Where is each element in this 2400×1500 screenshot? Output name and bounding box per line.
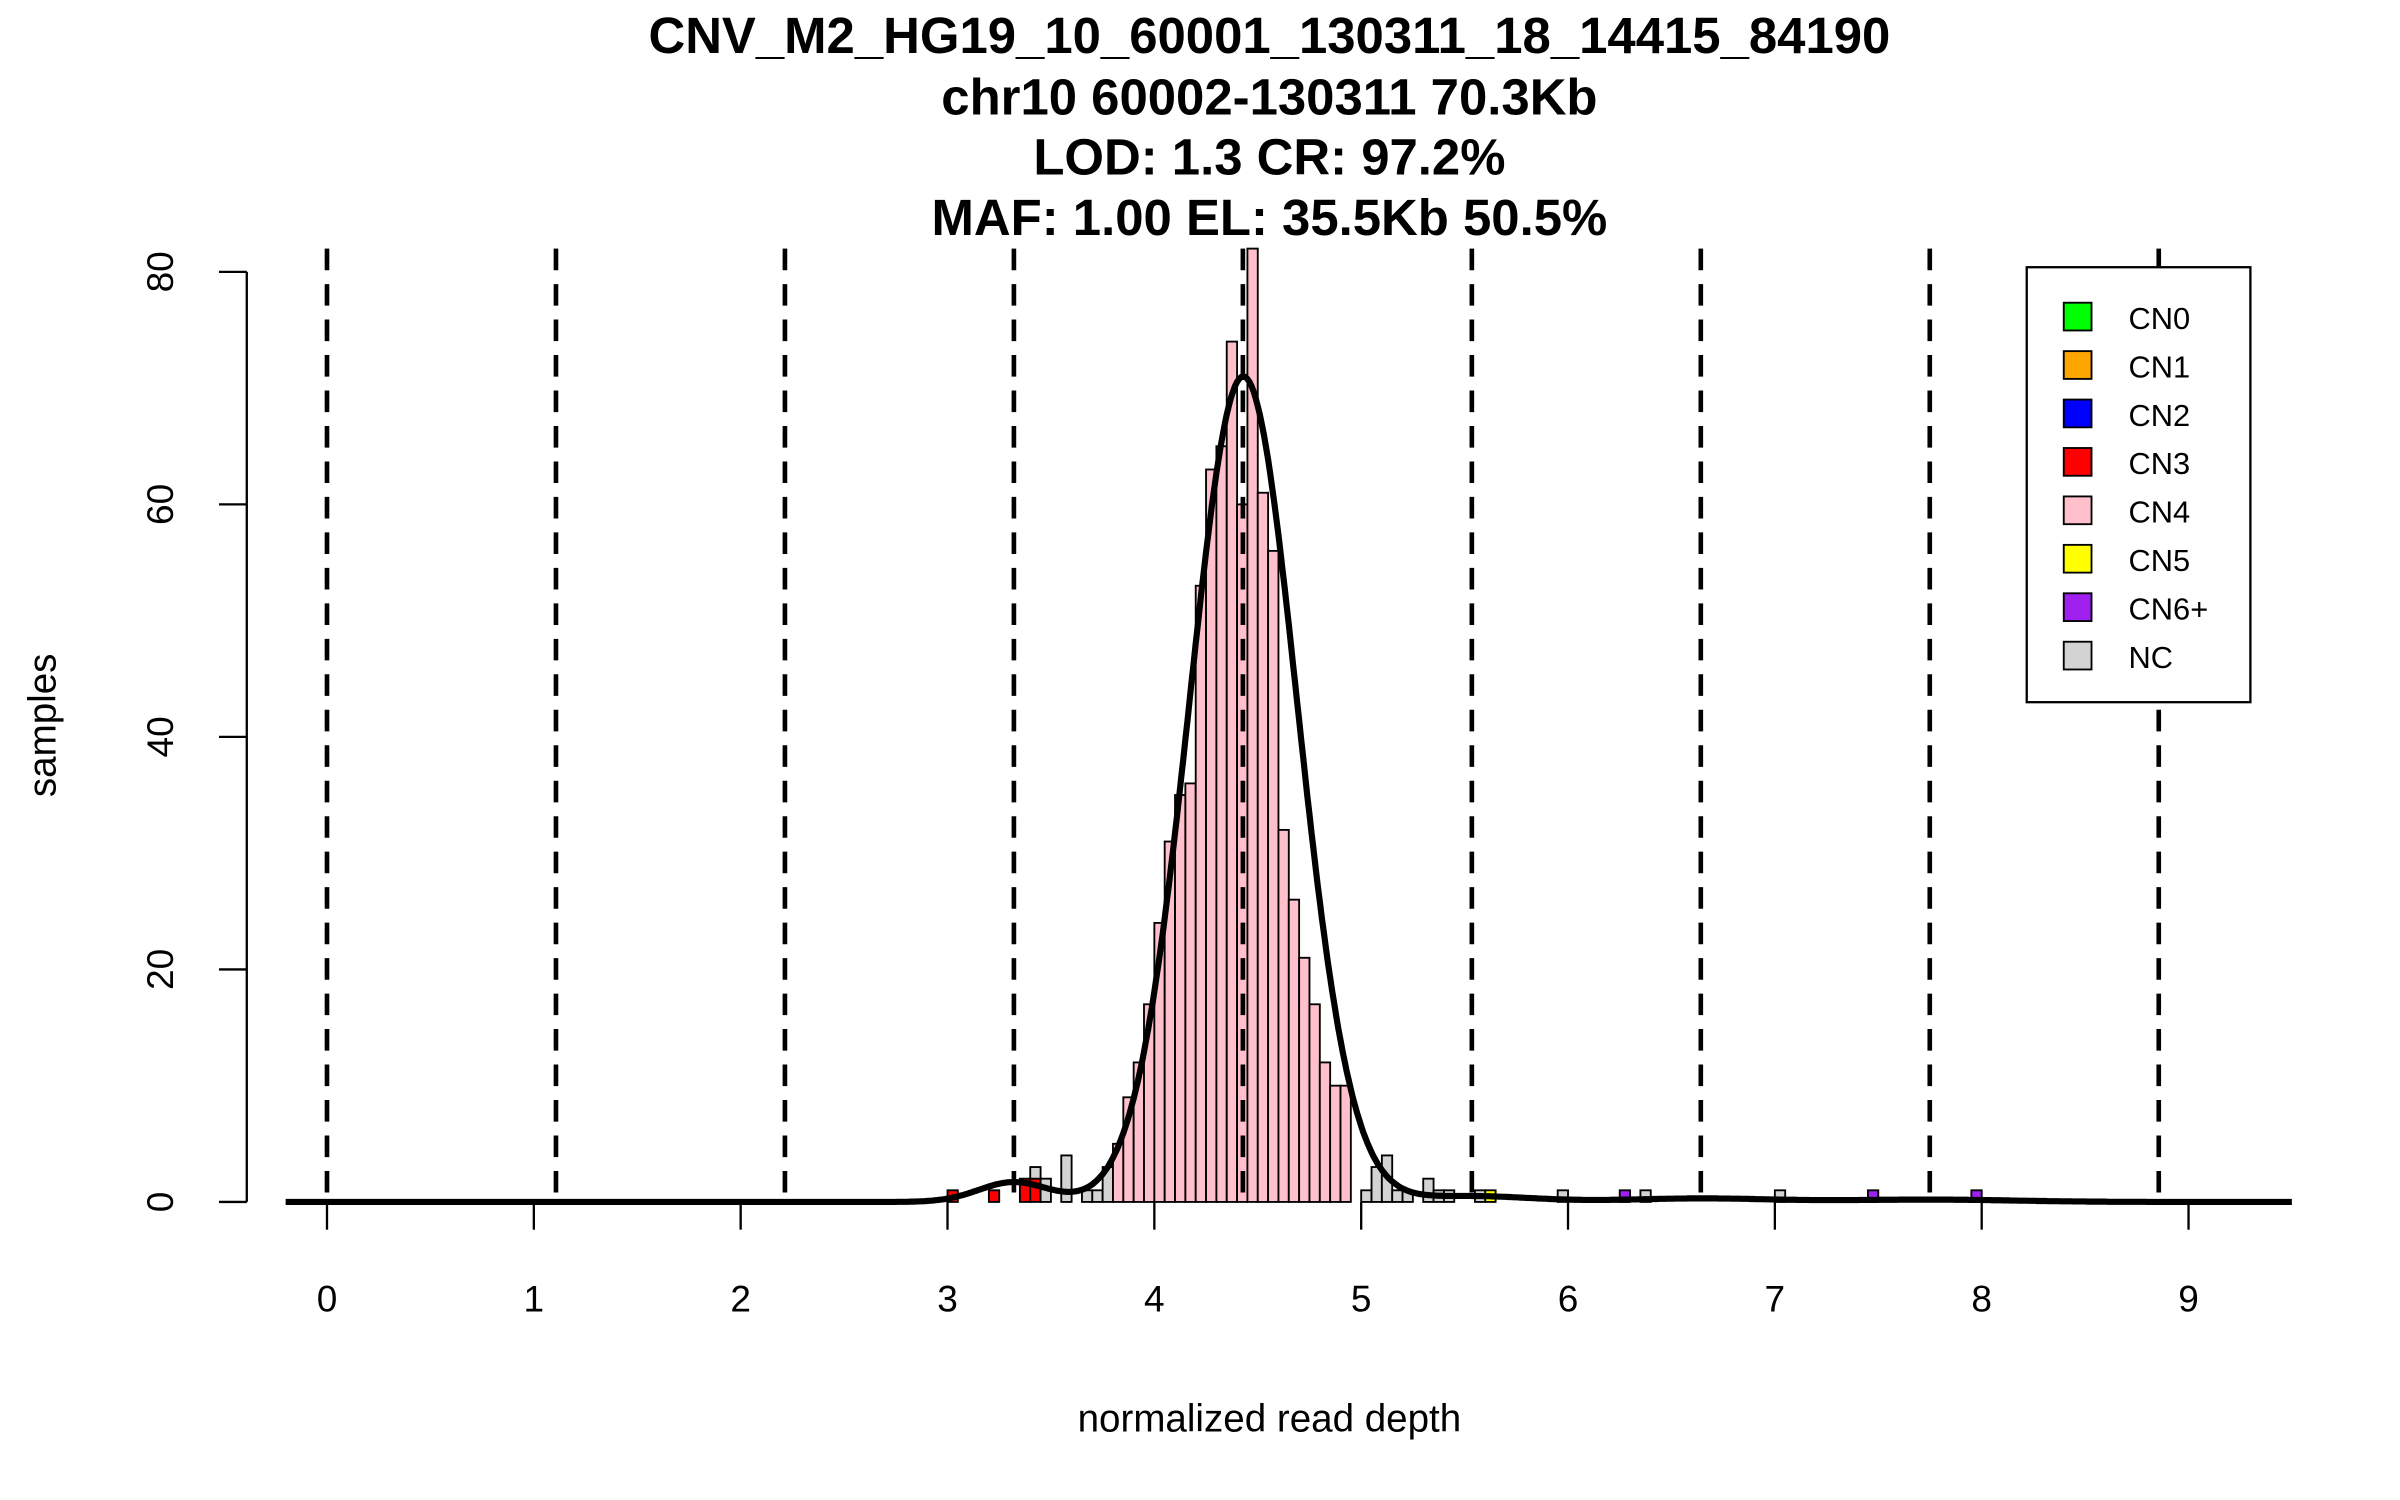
legend: CN0 CN1 CN2 CN3 CN4 CN5 CN6+ NC xyxy=(2025,266,2252,704)
bar-nc xyxy=(1029,1166,1042,1180)
legend-swatch xyxy=(2062,301,2093,332)
legend-label: CN3 xyxy=(2129,446,2191,481)
bar-cn3 xyxy=(987,1189,1001,1203)
bar-nc xyxy=(1060,1154,1073,1203)
title-line-1: CNV_M2_HG19_10_60001_130311_18_14415_841… xyxy=(648,7,1890,64)
legend-item-cn3: CN3 xyxy=(2062,446,2191,481)
legend-item-cn1: CN1 xyxy=(2062,349,2191,384)
histogram-bars xyxy=(946,247,1983,1203)
bar-cn4 xyxy=(1298,956,1311,1203)
x-axis-label: normalized read depth xyxy=(1078,1398,1462,1441)
legend-item-cn6plus: CN6+ xyxy=(2062,592,2209,627)
title-line-2: chr10 60002-130311 70.3Kb xyxy=(941,69,1597,126)
bar-cn4 xyxy=(1329,1084,1342,1203)
legend-label: CN4 xyxy=(2129,495,2191,530)
y-axis: 0 20 40 60 80 xyxy=(139,251,248,1213)
y-tick-label: 80 xyxy=(139,251,181,292)
legend-swatch xyxy=(2062,350,2093,380)
bar-cn4 xyxy=(1205,468,1218,1203)
x-tick-label: 1 xyxy=(524,1277,545,1319)
x-tick-label: 9 xyxy=(2178,1277,2199,1319)
y-tick-label: 0 xyxy=(139,1192,181,1213)
legend-swatch xyxy=(2062,640,2093,671)
title-line-3: LOD: 1.3 CR: 97.2% xyxy=(1033,129,1505,186)
bar-cn4 xyxy=(1277,828,1290,1203)
bar-nc xyxy=(1391,1189,1404,1203)
legend-swatch xyxy=(2062,447,2093,477)
bar-cn4 xyxy=(1267,549,1280,1203)
copy-number-lines xyxy=(324,248,2162,1202)
legend-item-cn2: CN2 xyxy=(2062,398,2191,433)
legend-item-cn4: CN4 xyxy=(2062,495,2191,530)
x-axis: 0 1 2 3 4 5 6 7 8 9 xyxy=(317,1201,2199,1319)
bar-cn4 xyxy=(1225,340,1239,1203)
bar-cn4 xyxy=(1287,898,1301,1203)
bar-cn4 xyxy=(1215,445,1228,1203)
x-tick-label: 7 xyxy=(1765,1277,1786,1319)
bar-cn4 xyxy=(1194,584,1207,1203)
x-tick-label: 3 xyxy=(937,1277,958,1319)
y-tick-label: 60 xyxy=(139,484,181,525)
bar-cn4 xyxy=(1174,794,1187,1203)
x-tick-label: 4 xyxy=(1144,1277,1165,1319)
title-line-4: MAF: 1.00 EL: 35.5Kb 50.5% xyxy=(932,189,1608,246)
bar-nc xyxy=(1422,1177,1435,1203)
y-tick-label: 20 xyxy=(139,949,181,990)
legend-swatch xyxy=(2062,398,2093,429)
chart-title: CNV_M2_HG19_10_60001_130311_18_14415_841… xyxy=(648,7,1890,246)
legend-item-cn5: CN5 xyxy=(2062,543,2191,578)
legend-item-cn0: CN0 xyxy=(2062,301,2191,336)
legend-label: CN2 xyxy=(2129,398,2191,433)
x-tick-label: 6 xyxy=(1558,1277,1579,1319)
legend-label: CN6+ xyxy=(2129,592,2209,627)
legend-swatch xyxy=(2062,592,2093,622)
bar-cn4 xyxy=(1339,1084,1352,1203)
x-tick-label: 2 xyxy=(730,1277,751,1319)
legend-label: CN0 xyxy=(2129,301,2191,336)
density-curve xyxy=(285,373,2292,1206)
legend-item-nc: NC xyxy=(2062,640,2174,675)
legend-swatch xyxy=(2062,543,2093,574)
bar-nc xyxy=(1360,1189,1373,1203)
legend-label: CN5 xyxy=(2129,543,2191,578)
bar-cn4 xyxy=(1256,491,1270,1203)
bar-nc xyxy=(1091,1189,1104,1203)
legend-swatch xyxy=(2062,495,2093,526)
bar-cn4 xyxy=(1184,782,1197,1203)
x-tick-label: 0 xyxy=(317,1277,338,1319)
y-axis-label: samples xyxy=(22,654,65,798)
x-tick-label: 8 xyxy=(1971,1277,1992,1319)
legend-label: CN1 xyxy=(2129,349,2191,384)
legend-label: NC xyxy=(2129,640,2174,675)
bar-cn4 xyxy=(1308,1003,1321,1203)
y-tick-label: 40 xyxy=(139,716,181,757)
legend-box xyxy=(2025,266,2252,704)
x-tick-label: 5 xyxy=(1351,1277,1372,1319)
bar-cn4 xyxy=(1318,1061,1332,1203)
